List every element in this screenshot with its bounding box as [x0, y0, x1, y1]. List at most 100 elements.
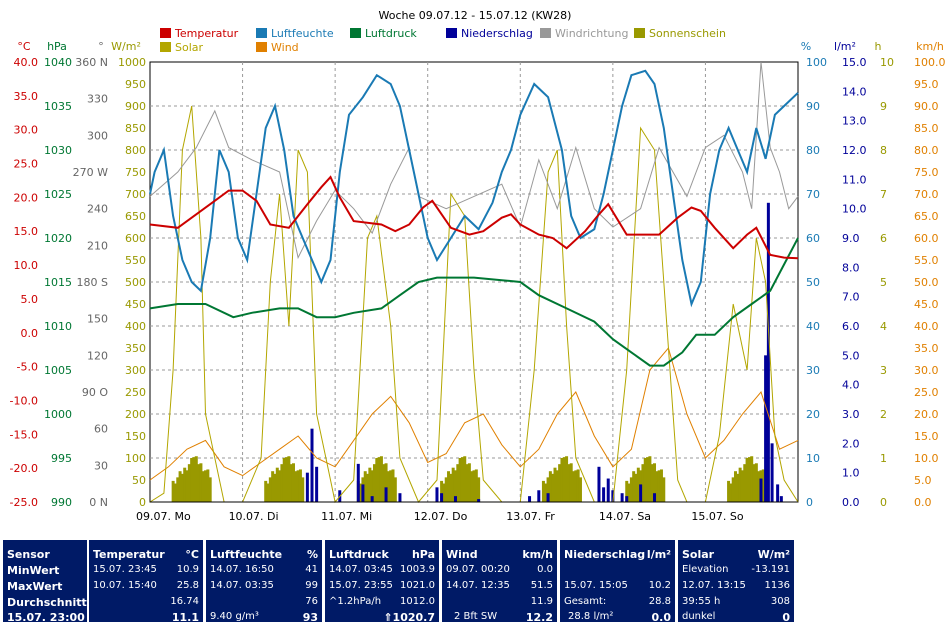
rain-tick-label: 4.0	[842, 379, 860, 392]
day-label: 11.07. Mi	[321, 510, 372, 523]
rain-bar	[606, 478, 610, 502]
temperature-axis-unit: °C	[17, 40, 31, 53]
winddir-tick-label: 330	[87, 93, 108, 106]
sunshine-bar	[301, 477, 305, 502]
sunshine-bar	[572, 471, 576, 502]
solar-tick-label: 450	[125, 298, 146, 311]
solar-unit: W/m²	[757, 548, 790, 561]
humidity-tick-label: 80	[806, 144, 820, 157]
pressure-unit: hPa	[411, 548, 435, 561]
winddir-tick-label: 90 O	[82, 386, 108, 399]
sunshine-tick-label: 3	[880, 364, 887, 377]
rain-bar	[546, 493, 550, 502]
sunshine-bar	[442, 483, 446, 502]
wind-tick-label: 60.0	[914, 232, 939, 245]
temp-min-value: 10.9	[176, 564, 199, 575]
pressure-tick-label: 1000	[44, 408, 72, 421]
sunshine-bar	[659, 469, 663, 502]
sunshine-tick-label: 0	[880, 496, 887, 509]
sunshine-bar	[368, 467, 372, 502]
rain-tick-label: 7.0	[842, 291, 860, 304]
sunshine-bar	[574, 470, 578, 502]
sunshine-bar	[391, 469, 395, 502]
sunshine-bar	[278, 470, 282, 502]
sunshine-bar	[183, 467, 187, 502]
legend-swatch	[160, 28, 171, 38]
temperature-tick-label: 0.0	[21, 327, 39, 340]
sunshine-bar	[393, 477, 397, 502]
rain-tick-label: 1.0	[842, 467, 860, 480]
avg-label: Durchschnitt	[7, 596, 87, 609]
humidity-tick-label: 100	[806, 56, 827, 69]
day-label: 09.07. Mo	[136, 510, 191, 523]
sunshine-bar	[750, 456, 754, 502]
sunshine-bar	[662, 477, 666, 502]
humidity-tick-label: 40	[806, 320, 820, 333]
winddir-tick-label: 210	[87, 239, 108, 252]
wind-tick-label: 35.0	[914, 342, 939, 355]
sunshine-bar	[366, 473, 370, 502]
sunshine-bar	[752, 464, 756, 502]
sunshine-bar	[629, 477, 633, 502]
solar-current-value: 0	[782, 611, 790, 624]
rain-total-value: 28.8	[648, 596, 671, 607]
legend-label: Wind	[271, 41, 299, 54]
temperature-tick-label: 5.0	[21, 293, 39, 306]
sunshine-bar	[199, 463, 203, 502]
sunshine-bar	[192, 457, 196, 502]
sunshine-bar	[643, 458, 647, 502]
wind-current-direction: 2 Bft SW	[454, 611, 498, 622]
wind-avg-value: 11.9	[530, 596, 553, 607]
sunshine-bar	[285, 457, 289, 502]
rain-max-time: 15.07. 15:05	[564, 580, 628, 591]
pres-min-time: 14.07. 03:45	[329, 564, 393, 575]
rain-axis-unit: l/m²	[834, 40, 856, 53]
sunshine-bar	[729, 483, 733, 502]
pressure-tick-label: 990	[51, 496, 72, 509]
sunshine-bar	[444, 477, 448, 502]
rain-box: Niederschlag l/m² 15.07. 15:05 10.2 Gesamt…	[560, 540, 675, 624]
rain-bar	[384, 487, 388, 502]
sunshine-bar	[558, 464, 562, 502]
sunshine-tick-label: 2	[880, 408, 887, 421]
temperature-tick-label: 30.0	[14, 124, 39, 137]
rain-tick-label: 9.0	[842, 232, 860, 245]
rain-tick-label: 0.0	[842, 496, 860, 509]
wind-tick-label: 80.0	[914, 144, 939, 157]
rain-bar	[625, 496, 629, 502]
rain-bar	[766, 202, 770, 503]
sunshine-bar	[456, 464, 460, 502]
winddir-axis-unit: °	[98, 40, 104, 53]
solar-tick-label: 350	[125, 342, 146, 355]
sunshine-axis-unit: h	[875, 40, 882, 53]
legend-swatch	[446, 28, 457, 38]
solar-tick-label: 700	[125, 188, 146, 201]
temp-max-value: 25.8	[176, 580, 199, 591]
solar-axis-unit: W/m²	[111, 40, 141, 53]
sunshine-bar	[453, 470, 457, 502]
rain-tick-label: 11.0	[842, 173, 867, 186]
legend-label: Luftfeuchte	[271, 27, 334, 40]
temperature-tick-label: -20.0	[10, 462, 38, 475]
sunshine-bar	[264, 480, 268, 502]
sunshine-bar	[648, 456, 652, 502]
sunshine-bar	[470, 471, 474, 502]
sunshine-bar	[180, 473, 184, 502]
wind-tick-label: 25.0	[914, 386, 939, 399]
sunshine-bar	[447, 471, 451, 502]
sunshine-bar	[734, 471, 738, 502]
sunshine-bar	[731, 477, 735, 502]
solar-tick-label: 250	[125, 386, 146, 399]
winddir-tick-label: 240	[87, 203, 108, 216]
sunshine-bar	[449, 473, 453, 502]
rain-bar	[764, 355, 768, 502]
wind-tick-label: 90.0	[914, 100, 939, 113]
wind-tick-label: 70.0	[914, 188, 939, 201]
pressure-title: Luftdruck	[329, 548, 389, 561]
rain-tick-label: 15.0	[842, 56, 867, 69]
sunshine-bar	[201, 471, 205, 502]
hum-min-value: 41	[305, 564, 318, 575]
solar-tick-label: 800	[125, 144, 146, 157]
temperature-tick-label: -25.0	[10, 496, 38, 509]
sunshine-bar	[627, 483, 631, 502]
